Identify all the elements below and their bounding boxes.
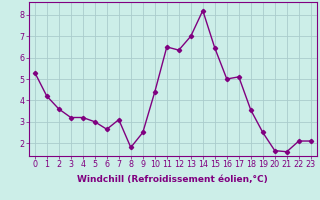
X-axis label: Windchill (Refroidissement éolien,°C): Windchill (Refroidissement éolien,°C) — [77, 175, 268, 184]
